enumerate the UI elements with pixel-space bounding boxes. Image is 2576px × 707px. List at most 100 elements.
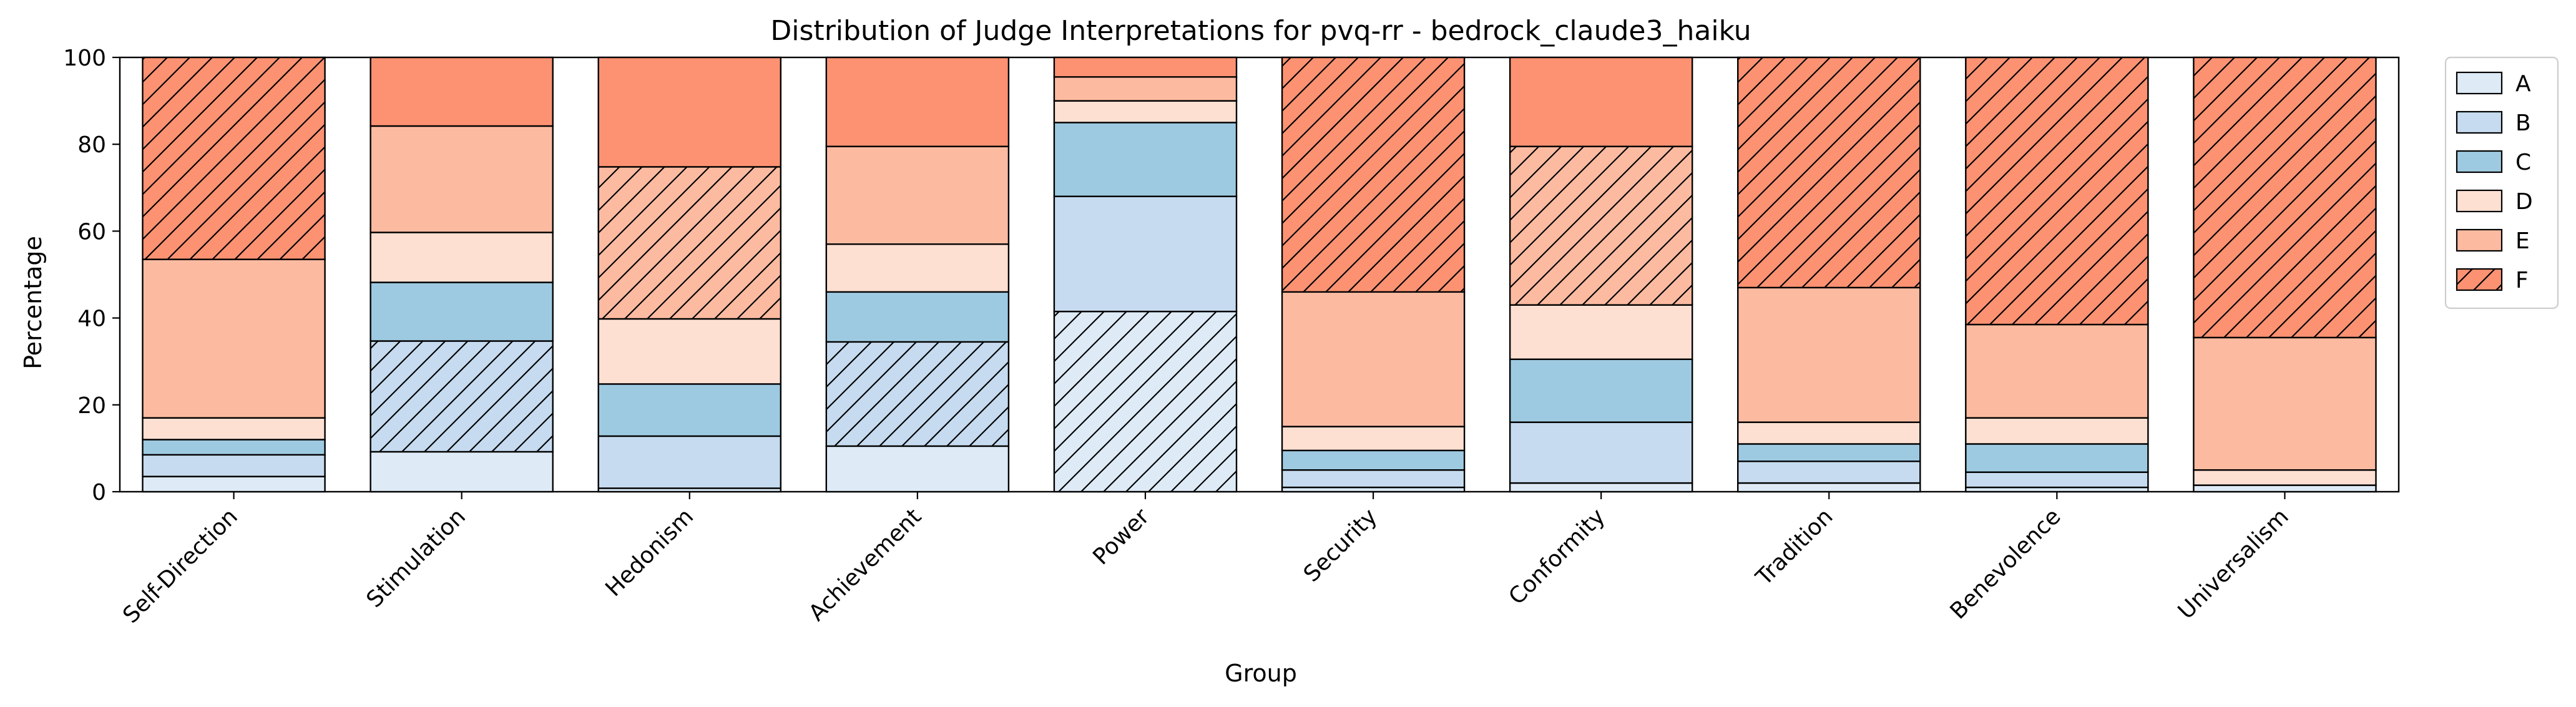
bar-self-direction-c — [142, 439, 326, 456]
bar-tradition-f-hatch — [1738, 57, 1921, 288]
bar-hedonism-e — [597, 166, 781, 320]
bar-achievement-e-fill — [826, 146, 1009, 245]
bar-power-f — [1053, 56, 1238, 78]
plot-frame — [119, 56, 2400, 493]
x-tick-label-self-direction: Self-Direction — [118, 504, 243, 628]
bar-tradition-c — [1737, 443, 1921, 462]
x-tick-label-universalism: Universalism — [2173, 504, 2294, 624]
bar-security-f-outline — [1281, 56, 1466, 293]
x-tick-label-power: Power — [1088, 504, 1154, 570]
bar-conformity-c-fill — [1510, 359, 1693, 422]
bar-achievement-f-outline — [825, 56, 1010, 147]
bar-conformity-f — [1509, 56, 1693, 147]
x-tick-label-achievement: Achievement — [804, 504, 926, 626]
legend-swatch-hatch — [2457, 269, 2502, 290]
bar-conformity-f-outline — [1509, 56, 1693, 147]
y-tick-label: 40 — [77, 306, 106, 332]
bar-security-d — [1281, 426, 1466, 452]
bar-conformity-e — [1509, 145, 1693, 306]
legend-swatch-fill — [2457, 151, 2502, 172]
legend-label-f: F — [2515, 268, 2529, 293]
legend-swatch-fill — [2457, 72, 2502, 94]
bar-stimulation-d — [370, 232, 554, 283]
bar-universalism-f-outline — [2193, 56, 2377, 339]
bar-security-e — [1281, 291, 1466, 427]
bar-achievement-a-fill — [826, 446, 1009, 492]
legend-swatch-outline — [2456, 110, 2503, 134]
bar-hedonism-c-fill — [598, 384, 781, 436]
bar-universalism-f-hatch — [2193, 57, 2376, 338]
y-axis-label: Percentage — [19, 236, 47, 369]
legend-swatch-outline — [2456, 268, 2503, 291]
bar-security-a-fill — [1282, 487, 1465, 492]
bar-stimulation-b — [370, 340, 554, 453]
bar-universalism-a-fill — [2193, 485, 2376, 492]
bar-security-c-fill — [1282, 450, 1465, 471]
bar-self-direction-f-outline — [142, 56, 326, 260]
legend-label-c: C — [2515, 150, 2531, 175]
bar-hedonism-c — [597, 383, 781, 437]
bar-achievement-a — [825, 445, 1010, 493]
y-tick-label: 100 — [63, 46, 106, 71]
bar-security-b — [1281, 469, 1466, 489]
x-tick-label-benevolence: Benevolence — [1946, 504, 2066, 624]
bar-achievement-d-fill — [826, 244, 1009, 292]
bar-conformity-a — [1509, 482, 1693, 493]
bar-hedonism-b — [597, 435, 781, 489]
x-tick-label-hedonism: Hedonism — [600, 504, 698, 602]
bar-hedonism-d — [597, 318, 781, 385]
legend-swatch-outline — [2456, 71, 2503, 95]
y-tick-label: 80 — [77, 132, 106, 158]
bar-universalism-e-fill — [2193, 337, 2376, 471]
bar-security-c — [1281, 449, 1466, 471]
bar-conformity-e-hatch — [1510, 146, 1693, 305]
bar-benevolence-c — [1965, 443, 2149, 473]
bar-hedonism-a-fill — [598, 488, 781, 492]
bar-achievement-b — [825, 341, 1010, 447]
bar-benevolence-d — [1965, 417, 2149, 445]
bar-power-f-outline — [1053, 56, 1238, 78]
x-tick-label-security: Security — [1299, 504, 1383, 587]
bar-security-d-fill — [1282, 426, 1465, 451]
bar-hedonism-f — [597, 56, 781, 168]
bar-power-a — [1053, 310, 1238, 493]
legend-swatch-outline — [2456, 150, 2503, 173]
bar-tradition-a-fill — [1738, 483, 1921, 492]
bar-security-e-fill — [1282, 291, 1465, 427]
bar-benevolence-d-fill — [1966, 417, 2148, 444]
bar-self-direction-d-fill — [142, 417, 325, 440]
chart-title: Distribution of Judge Interpretations fo… — [770, 15, 1751, 47]
bar-self-direction-f — [142, 56, 326, 260]
x-tick-label-tradition: Tradition — [1751, 504, 1838, 591]
bar-tradition-b — [1737, 461, 1921, 484]
bar-benevolence-f-hatch — [1966, 57, 2148, 325]
bar-self-direction-b — [142, 454, 326, 477]
bar-power-b — [1053, 195, 1238, 313]
bar-power-d-fill — [1054, 100, 1237, 123]
bar-power-e-fill — [1054, 77, 1237, 101]
legend-item-c: C — [2456, 150, 2531, 175]
plot-area: 0 20 40 60 80 100 Self-Direction Stimulation Hed… — [63, 46, 2400, 628]
bar-security-b-fill — [1282, 470, 1465, 488]
bar-conformity-d — [1509, 304, 1693, 360]
bar-self-direction-e — [142, 258, 326, 419]
bar-benevolence-b — [1965, 471, 2149, 489]
legend-item-e: E — [2456, 228, 2530, 254]
legend-swatch-fill — [2457, 112, 2502, 133]
bar-tradition-d — [1737, 421, 1921, 445]
bar-power-a-hatch — [1054, 311, 1237, 492]
bar-conformity-b — [1509, 421, 1693, 484]
bar-conformity-c — [1509, 358, 1693, 423]
bar-stimulation-f — [370, 56, 554, 127]
bar-hedonism-f-outline — [597, 56, 781, 168]
bar-tradition-e-fill — [1738, 287, 1921, 422]
bar-power-b-fill — [1054, 196, 1237, 312]
bar-power-f-fill — [1054, 57, 1237, 77]
bar-benevolence-f — [1965, 56, 2149, 326]
bar-stimulation-e-fill — [370, 125, 553, 233]
bar-stimulation-d-fill — [370, 232, 553, 283]
bar-self-direction-d — [142, 417, 326, 441]
bar-conformity-f-fill — [1510, 57, 1693, 147]
bar-hedonism-d-fill — [598, 318, 781, 384]
